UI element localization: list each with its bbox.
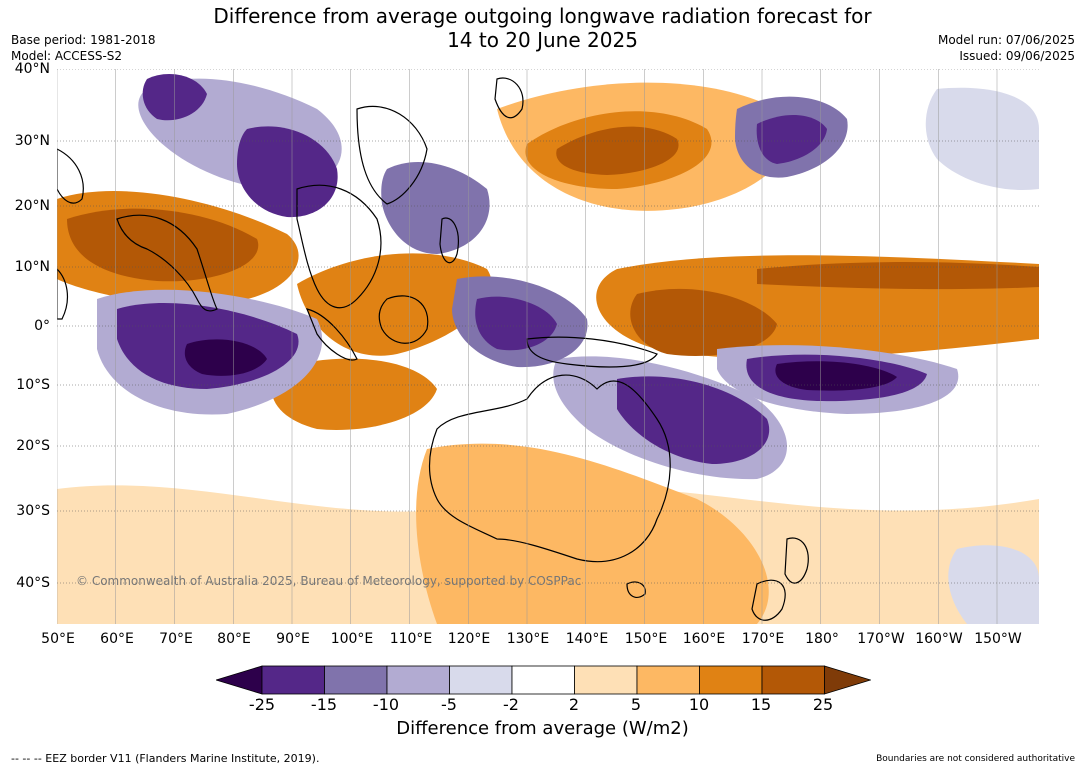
- lon-label: 160°E: [682, 631, 726, 647]
- anomaly-region-brown-north-pacific: [556, 126, 679, 175]
- lat-label-10s: 10°S: [16, 377, 50, 393]
- new-zealand-north-coastline: [784, 537, 809, 584]
- meta-right: Model run: 07/06/2025 Issued: 09/06/2025: [938, 32, 1075, 64]
- colorbar-segment: [699, 665, 763, 695]
- lon-label: 60°E: [100, 631, 134, 647]
- lon-label: 80°E: [217, 631, 251, 647]
- colorbar-segment: [761, 665, 825, 695]
- anomaly-region-orange-southern-indian: [271, 358, 437, 430]
- lon-label: 170°W: [857, 631, 905, 647]
- colorbar-tick-label: -5: [441, 695, 457, 714]
- colorbar-extend-high: [824, 665, 872, 695]
- china-coastline: [356, 105, 428, 205]
- title-line-1: Difference from average outgoing longwav…: [213, 4, 872, 28]
- anomaly-region-dark-purple-maritime: [475, 296, 557, 351]
- lat-label-20n: 20°N: [14, 198, 50, 214]
- eez-border-note: -- -- -- EEZ border V11 (Flanders Marine…: [11, 752, 320, 765]
- tasmania-coastline: [626, 581, 646, 598]
- colorbar-segment: [324, 665, 388, 695]
- map-title: Difference from average outgoing longwav…: [0, 4, 1085, 52]
- anomaly-region-brown-pacific-band: [757, 262, 1039, 290]
- colorbar-tick-label: 15: [750, 695, 772, 714]
- lon-label: 170°E: [741, 631, 785, 647]
- anomaly-region-orange-maritime-continent: [297, 253, 492, 356]
- arabia-coastline: [57, 148, 84, 204]
- anomaly-region-dark-purple-north-pacific: [756, 114, 827, 164]
- lat-label-0: 0°: [34, 318, 50, 334]
- lon-label: 150°E: [624, 631, 668, 647]
- anomaly-fields: [57, 74, 1039, 624]
- colorbar-extend-low: [214, 665, 263, 695]
- new-zealand-south-coastline: [751, 579, 786, 621]
- colorbar-tick-label: 25: [812, 695, 834, 714]
- anomaly-region-purple-coral-sea: [617, 376, 770, 464]
- anomaly-region-purple-south-china-sea: [381, 161, 490, 254]
- lon-label: 90°E: [276, 631, 310, 647]
- anomaly-region-deep-purple-indian: [184, 339, 267, 376]
- lat-label-20s: 20°S: [16, 438, 50, 454]
- africa-coastline: [57, 268, 69, 320]
- lon-label: 150°W: [974, 631, 1022, 647]
- lon-label: 160°W: [915, 631, 963, 647]
- lon-label: 70°E: [159, 631, 193, 647]
- australia-coastline: [428, 374, 671, 563]
- colorbar-segment: [386, 665, 450, 695]
- colorbar-segment: [511, 665, 575, 695]
- title-line-2: 14 to 20 June 2025: [447, 28, 638, 52]
- colorbar-segment: [261, 665, 325, 695]
- anomaly-region-brown-indian: [67, 208, 259, 282]
- boundaries-disclaimer: Boundaries are not considered authoritat…: [876, 754, 1075, 764]
- lon-label: 140°E: [565, 631, 609, 647]
- philippines-coastline: [439, 217, 459, 264]
- colorbar-segment: [636, 665, 700, 695]
- model-name: Model: ACCESS-S2: [11, 49, 123, 63]
- lon-label: 110°E: [389, 631, 433, 647]
- anomaly-region-orange-australia: [416, 443, 769, 624]
- colorbar-segment: [574, 665, 638, 695]
- colorbar-title: Difference from average (W/m2): [396, 718, 689, 739]
- base-period: Base period: 1981-2018: [11, 33, 156, 47]
- gridlines: [57, 69, 1039, 624]
- anomaly-region-light-purple-east: [925, 87, 1039, 190]
- southeast-asia-coastline: [296, 184, 382, 309]
- lat-label-40n: 40°N: [14, 61, 50, 77]
- borneo-coastline: [378, 295, 429, 344]
- lat-label-30s: 30°S: [16, 503, 50, 519]
- lat-label-10n: 10°N: [14, 259, 50, 275]
- olr-anomaly-map: [57, 69, 1039, 624]
- lon-label: 180°: [805, 631, 839, 647]
- lat-label-40s: 40°S: [16, 575, 50, 591]
- colorbar-svg: [214, 665, 872, 695]
- colorbar-tick-label: 5: [630, 695, 642, 714]
- lon-label: 120°E: [447, 631, 491, 647]
- colorbar-tick-label: 2: [568, 695, 580, 714]
- lon-label: 100°E: [330, 631, 374, 647]
- issued-date: Issued: 09/06/2025: [959, 49, 1075, 63]
- map-canvas: [57, 69, 1039, 624]
- copyright-notice: © Commonwealth of Australia 2025, Bureau…: [76, 574, 582, 588]
- anomaly-region-brown-equatorial-pacific: [630, 288, 777, 356]
- lat-label-30n: 30°N: [14, 133, 50, 149]
- sumatra-coastline: [306, 308, 358, 361]
- anomaly-region-light-purple-far-southeast: [948, 545, 1039, 624]
- india-coastline: [116, 214, 218, 312]
- colorbar-segment: [449, 665, 513, 695]
- model-run: Model run: 07/06/2025: [937, 33, 1075, 47]
- lon-label: 130°E: [506, 631, 550, 647]
- coastlines: [57, 77, 809, 621]
- colorbar-tick-label: -25: [248, 695, 276, 714]
- anomaly-region-purple-bay-of-bengal: [237, 126, 338, 218]
- colorbar: [214, 664, 872, 700]
- japan-coastline: [494, 77, 524, 119]
- colorbar-tick-label: -10: [372, 695, 400, 714]
- meta-left: Base period: 1981-2018 Model: ACCESS-S2: [11, 32, 156, 64]
- anomaly-region-purple-north: [142, 74, 207, 121]
- new-guinea-coastline: [526, 336, 658, 368]
- colorbar-tick-label: -2: [503, 695, 519, 714]
- colorbar-tick-label: 10: [688, 695, 710, 714]
- anomaly-region-deep-purple-south-pacific: [775, 361, 897, 391]
- colorbar-tick-label: -15: [310, 695, 338, 714]
- lon-label: 50°E: [41, 631, 75, 647]
